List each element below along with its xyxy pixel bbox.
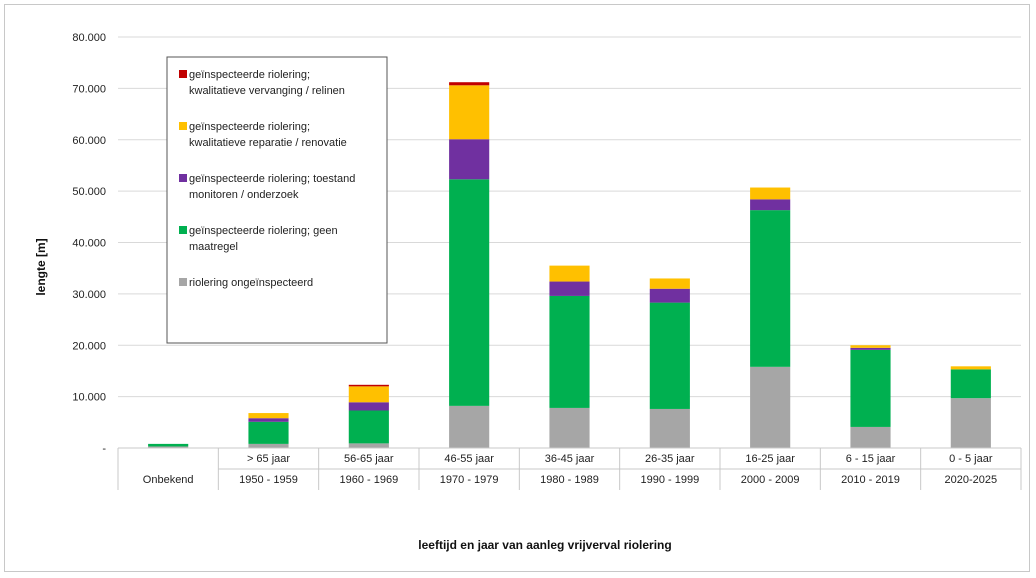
x-tick-label-age: 36-45 jaar: [545, 453, 595, 465]
bar-segment: [248, 421, 289, 444]
bar-segment: [850, 349, 891, 427]
x-tick-label-year: 2010 - 2019: [841, 474, 900, 486]
bar-segment: [750, 187, 791, 200]
bar-segment: [850, 345, 891, 348]
x-tick-label-year: Onbekend: [143, 474, 194, 486]
y-axis-label: lengte [m]: [34, 238, 48, 295]
bar-segment: [950, 369, 991, 399]
x-tick-label-year: 1950 - 1959: [239, 474, 298, 486]
x-tick-label-age: 26-35 jaar: [645, 453, 695, 465]
bar-segment: [248, 418, 289, 422]
bar-segment: [850, 347, 891, 350]
bar-segment: [348, 402, 389, 411]
bar-segment: [449, 82, 490, 86]
bar-segment: [549, 265, 590, 282]
legend-box: [166, 56, 388, 344]
bar-segment: [348, 410, 389, 444]
bar-segment: [549, 295, 590, 408]
bar-segment: [348, 443, 389, 448]
bar-segment: [950, 398, 991, 448]
chart-frame: - 10.000 20.000 30.000 40.000 50.000 60.000 70.…: [4, 4, 1030, 572]
bar-segment: [649, 278, 690, 289]
legend-label: geïnspecteerde riolering; geen: [189, 225, 338, 237]
y-axis: - 10.000 20.000 30.000 40.000 50.000 60.000 70.…: [72, 32, 106, 455]
legend-label: geïnspecteerde riolering;: [189, 69, 310, 81]
x-tick-label-year: 1970 - 1979: [440, 474, 499, 486]
bar-segment: [549, 281, 590, 296]
x-tick-label-age: 0 - 5 jaar: [949, 453, 993, 465]
bar-segment: [750, 199, 791, 211]
stacked-bar-chart: - 10.000 20.000 30.000 40.000 50.000 60.000 70.…: [34, 32, 1022, 552]
bar-segment: [549, 407, 590, 448]
legend-label: geïnspecteerde riolering;: [189, 121, 310, 133]
bar-segment: [649, 408, 690, 448]
bar-segment: [950, 366, 991, 370]
y-tick-label: -: [102, 443, 106, 455]
x-axis-table: Onbekend > 65 jaar 1950 - 1959 56-65 jaar 19…: [117, 447, 1022, 490]
bar-segment: [850, 426, 891, 448]
y-tick-label: 80.000: [72, 32, 106, 44]
bar-segment: [649, 288, 690, 303]
legend: geïnspecteerde riolering; kwalitatieve ve…: [166, 56, 388, 344]
bar-segment: [750, 366, 791, 448]
x-tick-label-age: > 65 jaar: [247, 453, 290, 465]
x-tick-label-age: 16-25 jaar: [745, 453, 795, 465]
x-tick-label-age: 56-65 jaar: [344, 453, 394, 465]
legend-label: kwalitatieve reparatie / renovatie: [189, 137, 347, 149]
bar-segment: [649, 302, 690, 409]
bars: [148, 82, 991, 448]
bar-segment: [248, 443, 289, 448]
x-tick-label-year: 1980 - 1989: [540, 474, 599, 486]
bar-segment: [148, 443, 189, 447]
bar-segment: [449, 85, 490, 140]
bar-segment: [449, 139, 490, 180]
y-tick-label: 40.000: [72, 238, 106, 250]
x-tick-label-year: 1960 - 1969: [339, 474, 398, 486]
y-tick-label: 10.000: [72, 392, 106, 404]
x-axis-label: leeftijd en jaar van aanleg vrijverval r…: [418, 538, 671, 552]
y-tick-label: 30.000: [72, 289, 106, 301]
x-tick-label-year: 2000 - 2009: [741, 474, 800, 486]
legend-label: maatregel: [189, 241, 238, 253]
bar-segment: [449, 405, 490, 448]
y-tick-label: 70.000: [72, 83, 106, 95]
bar-segment: [148, 446, 189, 448]
bar-segment: [449, 179, 490, 406]
legend-swatch: [179, 226, 187, 234]
legend-swatch: [179, 278, 187, 286]
bar-segment: [750, 210, 791, 367]
bar-segment: [348, 386, 389, 403]
legend-label: monitoren / onderzoek: [189, 189, 299, 201]
legend-label: riolering ongeïnspecteerd: [189, 277, 313, 289]
legend-swatch: [179, 174, 187, 182]
x-tick-label-age: 6 - 15 jaar: [846, 453, 896, 465]
x-tick-label-year: 2020-2025: [945, 474, 998, 486]
legend-label: geïnspecteerde riolering; toestand: [189, 173, 355, 185]
y-tick-label: 20.000: [72, 340, 106, 352]
y-tick-label: 60.000: [72, 135, 106, 147]
y-tick-label: 50.000: [72, 186, 106, 198]
x-tick-label-year: 1990 - 1999: [640, 474, 699, 486]
legend-label: kwalitatieve vervanging / relinen: [189, 85, 345, 97]
x-tick-label-age: 46-55 jaar: [444, 453, 494, 465]
bar-segment: [348, 384, 389, 387]
legend-swatch: [179, 122, 187, 130]
legend-swatch: [179, 70, 187, 78]
bar-segment: [248, 413, 289, 419]
